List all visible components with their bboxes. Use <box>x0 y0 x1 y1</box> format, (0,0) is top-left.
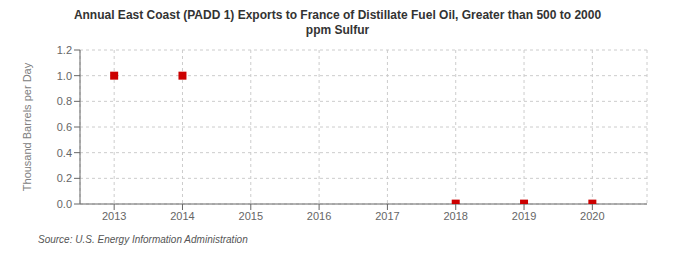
svg-text:0.2: 0.2 <box>57 172 72 184</box>
svg-text:Thousand Barrels per Day: Thousand Barrels per Day <box>21 62 33 191</box>
svg-text:2019: 2019 <box>512 210 536 222</box>
svg-text:0.4: 0.4 <box>57 147 72 159</box>
svg-text:2017: 2017 <box>375 210 399 222</box>
svg-text:2015: 2015 <box>239 210 263 222</box>
html-text:Source: U.S. Energy Informatio: Source: U.S. Energy Information Administ… <box>38 234 248 245</box>
svg-text:0.6: 0.6 <box>57 121 72 133</box>
svg-text:2018: 2018 <box>443 210 467 222</box>
svg-text:1.0: 1.0 <box>57 70 72 82</box>
html-text:Annual East Coast (PADD 1) Exp: Annual East Coast (PADD 1) Exports to Fr… <box>73 8 602 37</box>
svg-text:2014: 2014 <box>170 210 194 222</box>
svg-text:1.2: 1.2 <box>57 44 72 56</box>
svg-text:2013: 2013 <box>102 210 126 222</box>
svg-text:2016: 2016 <box>307 210 331 222</box>
svg-text:2020: 2020 <box>580 210 604 222</box>
svg-text:0.0: 0.0 <box>57 198 72 210</box>
svg-text:0.8: 0.8 <box>57 95 72 107</box>
